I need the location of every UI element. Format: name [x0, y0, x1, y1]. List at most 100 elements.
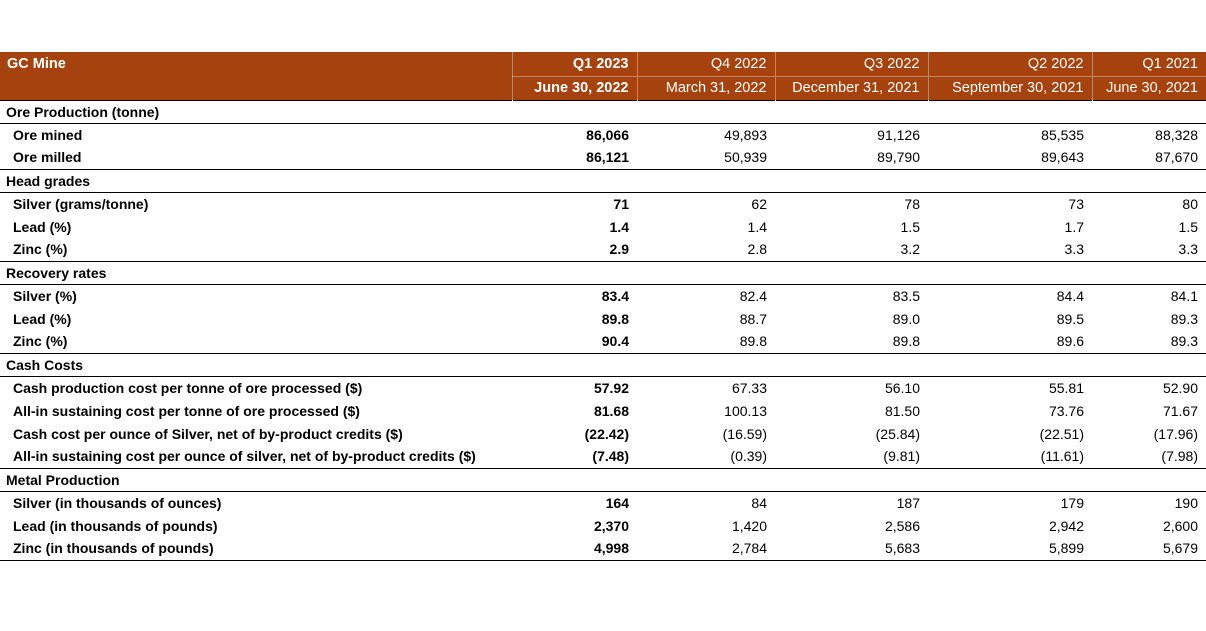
row-label: Silver (in thousands of ounces)	[13, 494, 222, 511]
cell-value: 67.33	[731, 379, 767, 396]
table-row: All-in sustaining cost per ounce of silv…	[0, 445, 1206, 468]
cell-value: 88,328	[1155, 126, 1198, 143]
page-content: GC Mine Q1 2023 Q4 2022 Q3 2022 Q2 2022 Q1 2…	[0, 52, 1206, 561]
table-body: Ore Production (tonne) Ore mined 86,066 49,…	[0, 99, 1206, 561]
cell-value: 91,126	[877, 126, 920, 143]
cell-value: (0.39)	[730, 448, 767, 465]
cell-value: 89,643	[1041, 149, 1084, 166]
cell-value: 1.5	[900, 218, 920, 235]
section-header-row: Recovery rates	[0, 260, 1206, 285]
cell-value: 71.67	[1162, 402, 1198, 419]
cell-value: 2,370	[593, 517, 629, 534]
column-header-quarter: Q1 2023	[511, 52, 637, 77]
cell-value: 1,420	[731, 517, 767, 534]
cell-value: 100.13	[724, 402, 767, 419]
cell-value: 56.10	[884, 379, 920, 396]
table-row: Silver (grams/tonne) 71 62 78 73 80	[0, 192, 1206, 215]
cell-value: 89.6	[1056, 333, 1084, 350]
cell-value: 89.3	[1170, 333, 1198, 350]
cell-value: 89.8	[892, 333, 920, 350]
section-header-row: Cash Costs	[0, 352, 1206, 377]
cell-value: 80	[1182, 195, 1198, 212]
row-label: All-in sustaining cost per tonne of ore …	[13, 402, 360, 419]
cell-value: 190	[1174, 494, 1198, 511]
cell-value: (7.48)	[592, 448, 629, 465]
cell-value: 5,683	[775, 537, 928, 561]
cell-value: 1.4	[609, 218, 629, 235]
cell-value: 2.9	[609, 241, 629, 258]
cell-value: 5,679	[1092, 537, 1206, 561]
cell-value: 85,535	[1041, 126, 1084, 143]
cell-value: 1.7	[1064, 218, 1084, 235]
cell-value: 62	[751, 195, 767, 212]
cell-value: 89.0	[892, 310, 920, 327]
cell-value: 83.5	[892, 287, 920, 304]
cell-value: 179	[1060, 494, 1084, 511]
row-label: Ore mined	[13, 126, 83, 143]
column-header-quarter: Q2 2022	[927, 52, 1092, 77]
table-row: Ore mined 86,066 49,893 91,126 85,535 88,328	[0, 123, 1206, 146]
row-label: Zinc (in thousands of pounds)	[0, 537, 512, 561]
cell-value: (17.96)	[1153, 425, 1198, 442]
column-header-quarter: Q3 2022	[774, 52, 928, 77]
row-label: Lead (%)	[13, 310, 72, 327]
cell-value: 2,942	[1048, 517, 1084, 534]
section-header-row: Ore Production (tonne)	[0, 99, 1206, 124]
section-header-row: Metal Production	[0, 467, 1206, 492]
cell-value: (22.51)	[1039, 425, 1084, 442]
row-label: Silver (%)	[13, 287, 77, 304]
cell-value: 2,600	[1162, 517, 1198, 534]
cell-value: 4,998	[512, 537, 637, 561]
column-header-date: December 31, 2021	[774, 76, 928, 100]
column-header-date: March 31, 2022	[636, 76, 775, 100]
cell-value: 2.8	[747, 241, 767, 258]
cell-value: 3.2	[900, 241, 920, 258]
cell-value: 55.81	[1048, 379, 1084, 396]
table-row: Lead (%) 89.8 88.7 89.0 89.5 89.3	[0, 307, 1206, 330]
section-title: Cash Costs	[0, 352, 1206, 377]
table-row: Lead (in thousands of pounds) 2,370 1,420 2…	[0, 514, 1206, 537]
column-header-quarter: Q1 2021	[1091, 52, 1206, 77]
cell-value: 73	[1068, 195, 1084, 212]
cell-value: 57.92	[593, 379, 629, 396]
row-label: Cash production cost per tonne of ore pr…	[13, 379, 363, 396]
row-label: Ore milled	[13, 149, 82, 166]
cell-value: 89,790	[877, 149, 920, 166]
table-row: Cash cost per ounce of Silver, net of by…	[0, 422, 1206, 445]
row-label: Zinc (%)	[13, 333, 68, 350]
row-label: Zinc (%)	[13, 241, 68, 258]
header-quarter-row: GC Mine Q1 2023 Q4 2022 Q3 2022 Q2 2022 Q1 2…	[0, 52, 1206, 77]
row-label: Lead (in thousands of pounds)	[13, 517, 218, 534]
cell-value: (9.81)	[883, 448, 920, 465]
cell-value: 49,893	[724, 126, 767, 143]
cell-value: 90.4	[601, 333, 629, 350]
cell-value: 52.90	[1162, 379, 1198, 396]
cell-value: 89.3	[1170, 310, 1198, 327]
cell-value: 2,586	[884, 517, 920, 534]
cell-value: 84.4	[1056, 287, 1084, 304]
table-corner-label: GC Mine	[0, 52, 512, 76]
row-label: Lead (%)	[13, 218, 72, 235]
section-title: Metal Production	[0, 467, 1206, 492]
section-header-row: Head grades	[0, 168, 1206, 193]
section-title: Recovery rates	[0, 260, 1206, 285]
table-row: Zinc (%) 90.4 89.8 89.8 89.6 89.3	[0, 330, 1206, 353]
table-row: Zinc (in thousands of pounds) 4,998 2,784 5…	[0, 537, 1206, 561]
cell-value: 71	[613, 195, 629, 212]
cell-value: 84	[751, 494, 767, 511]
table-row: All-in sustaining cost per tonne of ore …	[0, 399, 1206, 422]
cell-value: 3.3	[1064, 241, 1084, 258]
column-header-date: September 30, 2021	[927, 76, 1092, 100]
cell-value: (16.59)	[722, 425, 767, 442]
column-header-date: June 30, 2022	[511, 76, 637, 100]
row-label: All-in sustaining cost per ounce of silv…	[13, 448, 476, 465]
cell-value: 164	[605, 494, 629, 511]
column-header-quarter: Q4 2022	[636, 52, 775, 77]
cell-value: 89.8	[601, 310, 629, 327]
cell-value: 84.1	[1170, 287, 1198, 304]
column-header-date: June 30, 2021	[1091, 76, 1206, 100]
cell-value: (22.42)	[584, 425, 629, 442]
cell-value: (11.61)	[1040, 448, 1084, 465]
cell-value: 87,670	[1155, 149, 1198, 166]
cell-value: 86,066	[586, 126, 629, 143]
